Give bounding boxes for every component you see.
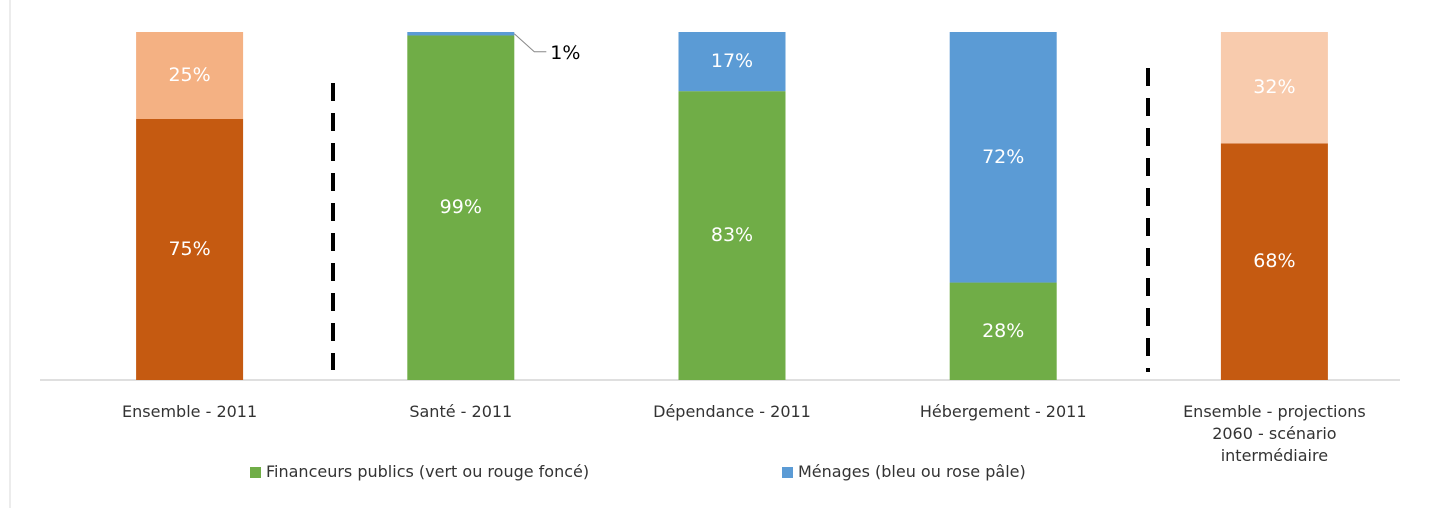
x-tick-label: Hébergement - 2011 [919, 402, 1087, 421]
data-label: 75% [168, 238, 210, 260]
data-label: 32% [1253, 76, 1295, 98]
bar-segment [407, 35, 515, 380]
data-label: 25% [168, 64, 210, 86]
bar-segment [678, 32, 786, 92]
data-label: 17% [711, 50, 753, 72]
legend-swatch [782, 466, 793, 478]
data-label: 99% [440, 196, 482, 218]
legend-label: Financeurs publics (vert ou rouge foncé) [266, 462, 590, 481]
legend-entry: Financeurs publics (vert ou rouge foncé) [250, 462, 589, 482]
bar-segment [1220, 32, 1328, 144]
bar-segment [136, 32, 244, 119]
leader-line [513, 33, 547, 53]
data-label: 1% [550, 42, 580, 64]
x-tick-label: Ensemble - 2011 [122, 402, 258, 421]
bar-segment [678, 91, 786, 380]
bar-segment [136, 119, 244, 380]
x-tick-label: Ensemble - projections 2060 - scénario i… [1183, 402, 1366, 465]
bar-segment [407, 32, 515, 36]
data-label: 28% [982, 320, 1024, 342]
x-tick-label: Santé - 2011 [409, 402, 513, 421]
data-label: 83% [711, 224, 753, 246]
bar-segment [949, 32, 1057, 283]
bar-segment [1220, 143, 1328, 380]
data-label: 72% [982, 146, 1024, 168]
legend-swatch [250, 466, 261, 478]
data-label: 68% [1253, 250, 1295, 272]
bar-segment [949, 282, 1057, 380]
legend-label: Ménages (bleu ou rose pâle) [798, 462, 1026, 481]
x-tick-label: Dépendance - 2011 [653, 402, 811, 421]
legend-entry: Ménages (bleu ou rose pâle) [782, 462, 1026, 482]
